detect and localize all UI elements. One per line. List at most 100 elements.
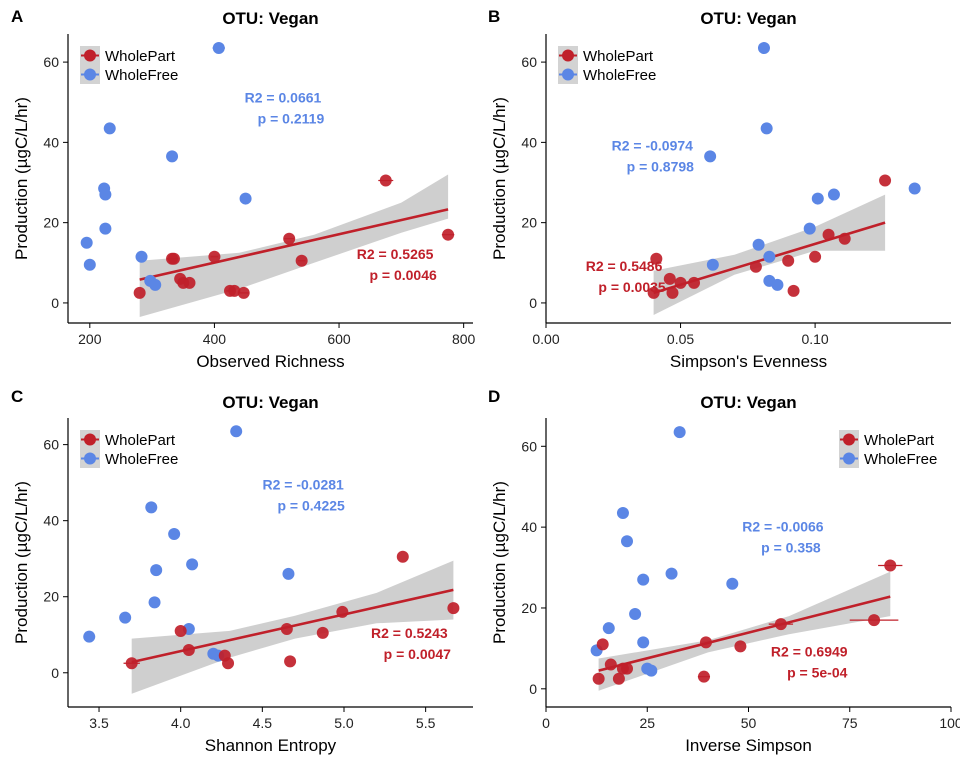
legend-label: WholePart — [105, 432, 176, 449]
x-tick-label: 25 — [639, 715, 655, 731]
plot-area — [647, 42, 921, 315]
y-tick-label: 0 — [529, 295, 537, 311]
p-value-label: p = 0.8798 — [627, 158, 695, 174]
data-point-wholepart — [749, 260, 762, 273]
data-point-wholefree — [103, 122, 116, 135]
p-value-label: p = 0.358 — [761, 539, 821, 555]
data-point-wholefree — [99, 222, 112, 235]
data-point-wholepart — [884, 559, 897, 572]
data-point-wholefree — [629, 608, 642, 621]
y-tick-label: 40 — [521, 134, 537, 150]
chart-title: OTU: Vegan — [222, 393, 318, 412]
data-point-wholepart — [592, 672, 605, 685]
data-point-wholepart — [379, 174, 392, 187]
plot-area — [80, 42, 455, 317]
legend-label: WholePart — [583, 48, 654, 65]
data-point-wholepart — [838, 232, 851, 245]
data-point-wholepart — [228, 284, 241, 297]
data-point-wholepart — [133, 286, 146, 299]
data-point-wholepart — [125, 657, 138, 670]
data-point-wholefree — [621, 535, 633, 548]
data-point-wholefree — [757, 42, 770, 55]
data-point-wholepart — [868, 614, 881, 627]
data-point-wholepart — [674, 276, 687, 289]
y-tick-label: 60 — [43, 54, 59, 70]
y-tick-label: 40 — [521, 519, 537, 535]
plot-area — [83, 425, 460, 694]
legend-key-point — [562, 68, 574, 81]
r2-label: R2 = -0.0974 — [612, 137, 694, 153]
y-axis-label: Production (µgC/L/hr) — [490, 97, 509, 260]
data-point-wholefree — [665, 567, 678, 580]
data-point-wholepart — [787, 284, 800, 297]
data-point-wholefree — [149, 278, 162, 291]
data-point-wholepart — [879, 174, 892, 187]
data-point-wholefree — [168, 527, 181, 540]
data-point-wholefree — [827, 188, 840, 201]
data-point-wholefree — [212, 42, 225, 55]
legend-key-point — [562, 49, 574, 62]
data-point-wholefree — [908, 182, 921, 195]
data-point-wholefree — [239, 192, 252, 205]
legend-key-point — [84, 433, 96, 446]
data-point-wholepart — [208, 250, 221, 263]
data-point-wholefree — [637, 636, 650, 649]
y-tick-label: 0 — [529, 681, 537, 697]
legend-key-point — [843, 433, 855, 446]
data-point-wholepart — [621, 662, 633, 675]
y-axis-label: Production (µgC/L/hr) — [490, 481, 509, 644]
data-point-wholepart — [183, 276, 196, 289]
data-point-wholepart — [809, 250, 822, 263]
data-point-wholepart — [596, 638, 609, 651]
data-point-wholefree — [83, 258, 96, 271]
data-point-wholefree — [282, 567, 295, 580]
y-tick-label: 20 — [43, 215, 59, 231]
x-tick-label: 0.10 — [801, 331, 828, 347]
panel-d: D OTU: Vegan R2 = 0.6949 p = 5e-04 R2 = -0.0… — [488, 387, 960, 755]
y-tick-label: 40 — [43, 134, 59, 150]
x-tick-label: 75 — [842, 715, 858, 731]
chart-title: OTU: Vegan — [700, 393, 796, 412]
data-point-wholefree — [83, 630, 96, 643]
confidence-band — [598, 571, 891, 691]
regression-line — [139, 208, 449, 281]
data-point-wholefree — [150, 564, 163, 577]
data-point-wholepart — [222, 657, 235, 670]
y-axis-label: Production (µgC/L/hr) — [12, 97, 31, 260]
legend-key-point — [843, 452, 855, 465]
r2-label: R2 = 0.0661 — [245, 89, 322, 105]
p-value-label: p = 0.4225 — [277, 497, 345, 513]
p-value-label: p = 5e-04 — [787, 665, 848, 681]
y-tick-label: 40 — [43, 513, 59, 529]
panel-a: A OTU: Vegan R2 = 0.5265 p = 0.0046 R2 = 0.0… — [11, 7, 476, 371]
x-tick-label: 4.0 — [171, 715, 191, 731]
r2-label: R2 = 0.6949 — [771, 644, 848, 660]
data-point-wholefree — [602, 622, 615, 635]
data-point-wholefree — [752, 238, 765, 251]
p-value-label: p = 0.0035 — [598, 279, 666, 295]
data-point-wholefree — [706, 258, 719, 271]
data-point-wholepart — [612, 672, 625, 685]
data-point-wholefree — [230, 425, 243, 438]
data-point-wholepart — [663, 272, 676, 285]
legend-label: WholeFree — [105, 67, 178, 84]
data-point-wholepart — [774, 618, 787, 631]
data-point-wholepart — [734, 640, 747, 653]
x-tick-label: 200 — [78, 331, 102, 347]
panel-b: B OTU: Vegan R2 = 0.5486 p = 0.0035 R2 = -0.… — [488, 7, 951, 371]
data-point-wholefree — [726, 577, 739, 590]
chart-title: OTU: Vegan — [700, 9, 796, 28]
data-point-wholefree — [135, 250, 148, 263]
r2-label: R2 = -0.0281 — [262, 476, 344, 492]
data-point-wholefree — [637, 573, 650, 586]
legend-key-point — [84, 68, 96, 81]
legend-label: WholePart — [105, 48, 176, 65]
legend-key-point — [84, 452, 96, 465]
x-axis-label: Shannon Entropy — [205, 736, 337, 755]
data-point-wholepart — [447, 602, 460, 615]
data-point-wholefree — [166, 150, 179, 163]
data-point-wholepart — [280, 623, 293, 636]
data-point-wholepart — [822, 228, 835, 241]
data-point-wholefree — [673, 426, 686, 439]
